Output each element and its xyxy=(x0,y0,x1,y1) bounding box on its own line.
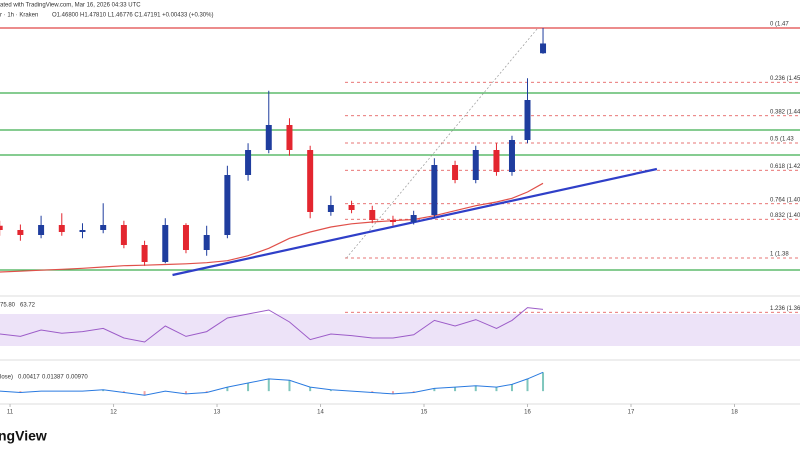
candle-body xyxy=(38,225,45,235)
moving-average xyxy=(0,182,544,273)
candle-body xyxy=(493,150,500,172)
x-tick-label: 16 xyxy=(524,410,531,416)
fib-label: 0.382 (1.44 xyxy=(770,109,800,115)
x-tick-label: 11 xyxy=(7,410,14,416)
x-tick-label: 14 xyxy=(317,410,324,416)
x-tick-label: 13 xyxy=(214,410,221,416)
macd-line xyxy=(0,371,544,396)
candle-body xyxy=(79,230,86,232)
fib-label: 0 (1.47 xyxy=(770,22,789,28)
x-tick-label: 12 xyxy=(110,410,117,416)
macd-label: 0.01387 xyxy=(42,375,64,381)
fib-label: 0.5 (1.43 xyxy=(770,137,794,143)
header: ated with TradingView.com, Mar 16, 2026 … xyxy=(0,3,141,9)
candle-body xyxy=(472,150,479,180)
candle-body xyxy=(203,235,210,250)
candle-body xyxy=(524,100,531,140)
candle-body xyxy=(508,140,515,172)
candle-body xyxy=(327,205,334,212)
candle-body xyxy=(120,225,127,245)
candle-body xyxy=(348,205,355,210)
fib-label: 0.764 (1.40 xyxy=(770,197,800,203)
candle-body xyxy=(100,225,107,230)
candle-body xyxy=(58,225,65,232)
candle-body xyxy=(182,225,189,250)
x-tick-label: 15 xyxy=(421,410,428,416)
candle-body xyxy=(162,225,169,262)
fib-label: 0.236 (1.45 xyxy=(770,76,800,82)
rsi-line xyxy=(0,307,544,343)
candle-body xyxy=(286,125,293,150)
candle-body xyxy=(369,210,376,220)
candle-body xyxy=(307,150,314,212)
candle-body xyxy=(410,215,417,222)
symbol: r · 1h · Kraken xyxy=(0,13,38,19)
fib-label: 0.618 (1.42 xyxy=(770,164,800,170)
fib-label: 1 (1.38 xyxy=(770,252,789,258)
candle-body xyxy=(0,225,3,230)
rsi-band xyxy=(0,314,800,346)
candle-body xyxy=(265,125,272,150)
candle-body xyxy=(224,175,231,235)
fib-label: 0.832 (1.40 xyxy=(770,213,800,219)
candle-body xyxy=(431,165,438,215)
x-tick-label: 17 xyxy=(628,410,635,416)
candle-body xyxy=(17,230,24,235)
macd-label: 0.00417 xyxy=(18,375,40,381)
macd-label: lose) xyxy=(0,375,13,381)
fib-anchor xyxy=(346,27,539,259)
fib-label: 1.236 (1.36 xyxy=(770,306,800,312)
ohlc: O1.46800 H1.47810 L1.46776 C1.47191 +0.0… xyxy=(52,13,213,19)
rsi-label: 63.72 xyxy=(20,303,36,309)
candle-body xyxy=(540,43,547,54)
rsi-label: 75.80 xyxy=(0,303,16,309)
candle-body xyxy=(389,220,396,222)
candle-body xyxy=(141,245,148,262)
macd-label: 0.00970 xyxy=(66,375,88,381)
candle-body xyxy=(245,150,252,175)
candle-body xyxy=(452,165,459,180)
x-tick-label: 18 xyxy=(731,410,738,416)
brand: ngView xyxy=(0,428,47,444)
